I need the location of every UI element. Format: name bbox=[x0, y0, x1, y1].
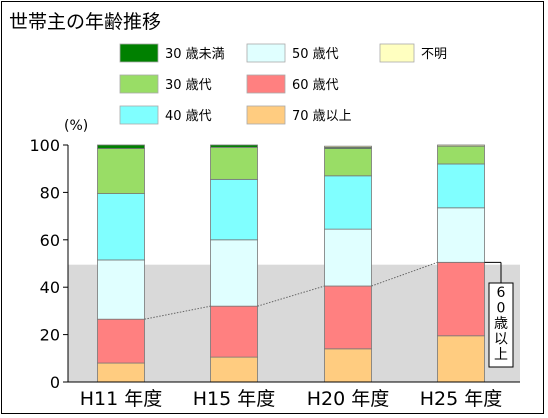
legend-swatch bbox=[119, 43, 159, 63]
annotation-text: 歳 bbox=[494, 316, 508, 332]
bar-segment bbox=[210, 178, 258, 241]
x-tick-label: H15 年度 bbox=[193, 388, 276, 410]
annotation-box bbox=[488, 282, 514, 368]
y-tick-label: 20 bbox=[40, 326, 60, 345]
bar-segment bbox=[324, 348, 372, 383]
legend-swatch bbox=[119, 105, 159, 125]
y-tick-label: 0 bbox=[50, 373, 60, 392]
bar-segment bbox=[437, 163, 485, 209]
bar-segment bbox=[97, 259, 145, 320]
bar-segment bbox=[97, 193, 145, 261]
legend-swatch bbox=[246, 74, 286, 94]
bar-segment bbox=[437, 145, 485, 165]
bar-segment bbox=[210, 305, 258, 358]
legend-label: 30 歳未満 bbox=[165, 47, 225, 62]
bar-segment bbox=[210, 239, 258, 307]
legend-swatch bbox=[379, 43, 415, 63]
trend-connector bbox=[144, 305, 211, 320]
bar-segment bbox=[210, 146, 258, 180]
bar-segment bbox=[210, 144, 258, 148]
legend-swatch bbox=[119, 74, 159, 94]
bar-segment bbox=[324, 228, 372, 287]
legend-label: 50 歳代 bbox=[292, 47, 339, 62]
x-tick-label: H20 年度 bbox=[307, 388, 390, 410]
x-tick-label: H25 年度 bbox=[420, 388, 503, 410]
legend-label: 60 歳代 bbox=[292, 78, 339, 93]
y-tick-label: 100 bbox=[29, 136, 60, 155]
trend-connector bbox=[371, 261, 438, 287]
legend-swatch bbox=[246, 105, 286, 125]
legend-label: 30 歳代 bbox=[165, 78, 212, 93]
y-tick-label: 40 bbox=[40, 278, 60, 297]
y-axis-unit: (%) bbox=[64, 118, 88, 134]
x-tick-label: H11 年度 bbox=[80, 388, 163, 410]
bar-segment bbox=[324, 148, 372, 177]
legend-label: 40 歳代 bbox=[165, 109, 212, 124]
bar-segment bbox=[324, 285, 372, 350]
bar-segment bbox=[437, 144, 485, 147]
bar-segment bbox=[97, 144, 145, 149]
legend-label: 70 歳以上 bbox=[292, 109, 352, 124]
annotation-text: 以 bbox=[494, 332, 508, 348]
annotation-text: 上 bbox=[494, 347, 508, 363]
legend-label: 不明 bbox=[421, 47, 447, 62]
annotation-text: 0 bbox=[497, 301, 506, 317]
chart-title: 世帯主の年齢推移 bbox=[9, 11, 162, 33]
y-tick-label: 60 bbox=[40, 231, 60, 250]
annotation-text: 6 bbox=[497, 285, 506, 301]
trend-connector bbox=[257, 285, 325, 307]
legend-swatch bbox=[246, 43, 286, 63]
bar-segment bbox=[97, 318, 145, 364]
bar-segment bbox=[437, 207, 485, 263]
y-tick-label: 80 bbox=[40, 183, 60, 202]
bar-segment bbox=[97, 362, 145, 383]
bar-segment bbox=[437, 335, 485, 383]
bar-segment bbox=[324, 145, 372, 148]
bar-segment bbox=[437, 261, 485, 337]
bar-segment bbox=[97, 148, 145, 194]
bar-segment bbox=[324, 175, 372, 230]
bar-segment bbox=[210, 356, 258, 383]
